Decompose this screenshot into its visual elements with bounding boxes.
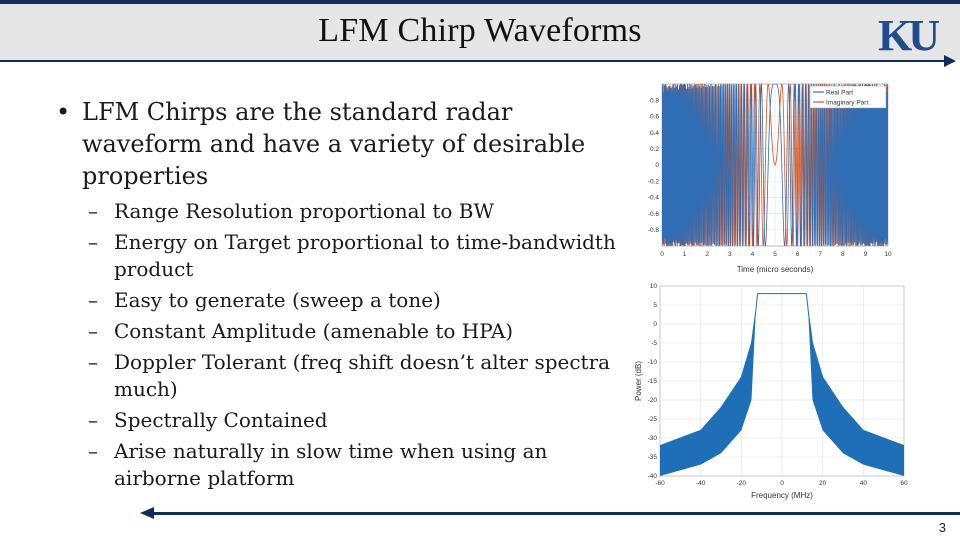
time-y-tick-label: 0.6: [650, 114, 659, 121]
spectrum-fill: [660, 293, 904, 476]
main-bullet: LFM Chirps are the standard radar wavefo…: [56, 96, 636, 192]
time-x-tick-label: 7: [818, 251, 822, 258]
time-x-tick-label: 8: [841, 251, 845, 258]
spectrum-y-tick-label: -30: [648, 435, 658, 442]
legend-real-part: Real Part: [826, 90, 853, 97]
time-y-tick-label: 0.2: [650, 146, 659, 153]
sub-bullet: Energy on Target proportional to time-ba…: [88, 229, 636, 283]
time-x-tick-label: 4: [751, 251, 755, 258]
title-bar: [0, 4, 960, 60]
time-x-tick-label: 0: [660, 251, 664, 258]
spectrum-x-tick-label: 0: [780, 480, 784, 487]
time-x-tick-label: 2: [705, 251, 709, 258]
spectrum-x-tick-label: 40: [860, 480, 868, 487]
time-y-tick-label: -0.4: [648, 195, 660, 202]
sub-bullet: Doppler Tolerant (freq shift doesn’t alt…: [88, 349, 636, 403]
spectrum-x-tick-label: 20: [819, 480, 827, 487]
time-x-tick-label: 3: [728, 251, 732, 258]
sub-bullet: Constant Amplitude (amenable to HPA): [88, 318, 636, 345]
sub-bullet: Arise naturally in slow time when using …: [88, 438, 636, 492]
spectrum-y-tick-label: 5: [653, 302, 657, 309]
legend-imaginary-part: Imaginary Part: [826, 100, 868, 107]
spectrum-envelope: [659, 293, 905, 447]
time-x-tick-label: 10: [884, 251, 892, 258]
spectrum-y-tick-label: -5: [651, 340, 657, 347]
sub-bullet: Easy to generate (sweep a tone): [88, 287, 636, 314]
time-x-tick-label: 5: [773, 251, 777, 258]
spectrum-y-tick-label: -10: [648, 359, 658, 366]
spectrum-x-tick-label: -60: [655, 480, 665, 487]
time-x-tick-label: 6: [796, 251, 800, 258]
spectrum-x-tick-label: -20: [737, 480, 747, 487]
spectrum-y-tick-label: -15: [648, 378, 658, 385]
spectrum-x-tick-label: 60: [900, 480, 908, 487]
time-y-tick-label: 0.4: [650, 130, 659, 137]
spectrum-y-axis-label: Power (dB): [634, 361, 643, 401]
sub-bullet: Range Resolution proportional to BW: [88, 198, 636, 225]
time-legend: Real Part Imaginary Part: [809, 85, 887, 109]
time-y-tick-label: 0: [655, 162, 659, 169]
spectrum-x-axis-label: Frequency (MHz): [751, 491, 813, 500]
bottom-arrow-icon: [140, 507, 154, 519]
spectrum-y-tick-label: -25: [648, 416, 658, 423]
page-number: 3: [938, 520, 946, 535]
spectrum-y-tick-label: -35: [648, 454, 658, 461]
sub-bullet: Spectrally Contained: [88, 407, 636, 434]
spectrum-y-tick-label: -40: [648, 473, 658, 480]
time-y-tick-label: 0.8: [650, 97, 659, 104]
spectrum-y-tick-label: 10: [650, 283, 658, 290]
bullet-list: LFM Chirps are the standard radar wavefo…: [56, 96, 636, 496]
spectrum-y-tick-label: 0: [653, 321, 657, 328]
chirp-time-chart: 0 1 2 3 4 5 6 7 8 9 10 0.8 0.6 0.4 0.2 0 -0.2 -0.4 -0.6 -0.…: [648, 83, 892, 274]
bottom-divider: [152, 512, 960, 515]
time-y-tick-label: -0.6: [648, 211, 660, 218]
sub-bullet-list: Range Resolution proportional to BW Ener…: [56, 198, 636, 492]
time-x-tick-label: 9: [864, 251, 868, 258]
ku-logo: KU: [878, 11, 940, 60]
time-x-tick-label: 1: [683, 251, 687, 258]
top-accent-line: [0, 0, 960, 4]
time-y-tick-label: -0.2: [648, 178, 660, 185]
slide-title: LFM Chirp Waveforms: [318, 12, 642, 49]
spectrum-chart: -60 -40 -20 0 20 40 601050-5-10-15-20-25-30-35…: [634, 283, 908, 500]
time-y-tick-label: -0.8: [648, 227, 660, 234]
title-arrow-icon: [944, 55, 956, 67]
spectrum-y-tick-label: -20: [648, 397, 658, 404]
series-line-real: [662, 84, 888, 246]
title-divider: [0, 60, 950, 62]
time-x-axis-label: Time (micro seconds): [737, 265, 814, 274]
spectrum-x-tick-label: -40: [696, 480, 706, 487]
